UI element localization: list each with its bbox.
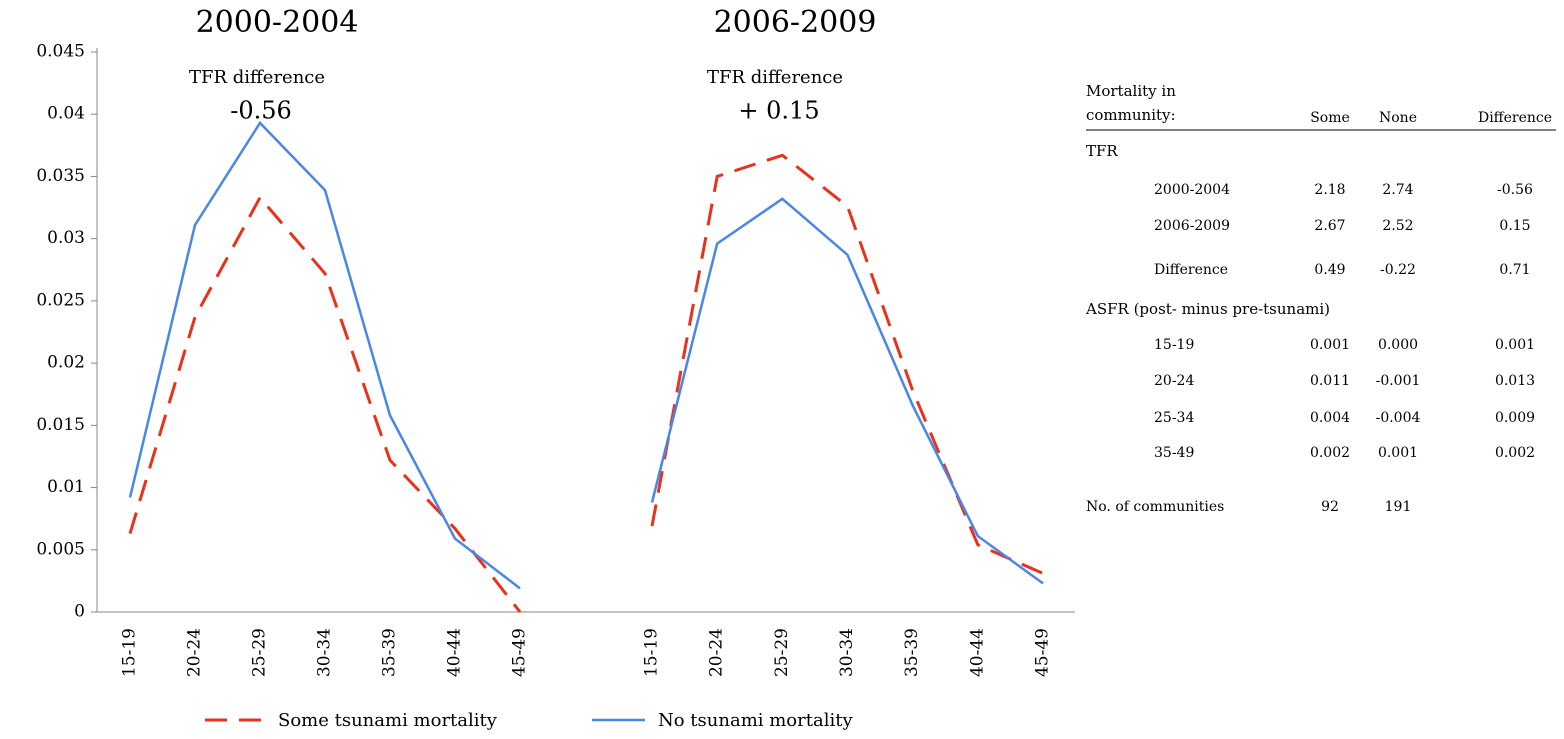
x-tick-label: 15-19 <box>642 628 662 677</box>
y-tick-label: 0.025 <box>36 290 85 310</box>
row-label: Difference <box>1154 262 1228 278</box>
table-header: Mortality in <box>1086 82 1176 100</box>
y-tick-label: 0.045 <box>36 42 85 62</box>
cell: 2.18 <box>1314 182 1345 198</box>
footer-label: No. of communities <box>1086 499 1224 515</box>
series-line <box>650 153 1044 575</box>
cell: -0.001 <box>1376 373 1421 389</box>
cell: -0.22 <box>1380 262 1416 278</box>
y-tick-label: 0.01 <box>47 477 85 497</box>
y-tick-label: 0.005 <box>36 539 85 559</box>
cell: 0.71 <box>1499 262 1530 278</box>
x-tick-label: 20-24 <box>707 628 727 677</box>
table-header: community: <box>1086 106 1176 124</box>
cell: 0.000 <box>1378 337 1418 353</box>
x-tick-label: 40-44 <box>967 628 987 677</box>
cell: 2.52 <box>1382 218 1413 234</box>
row-label: 20-24 <box>1154 373 1194 389</box>
section-title: TFR <box>1086 142 1118 160</box>
table-column: Difference <box>1478 110 1552 126</box>
x-tick-label: 35-39 <box>380 628 400 677</box>
cell: 0.011 <box>1310 373 1350 389</box>
cell: 0.15 <box>1499 218 1530 234</box>
cell: 0.001 <box>1378 445 1418 461</box>
cell: -0.004 <box>1376 410 1421 426</box>
series-line <box>650 197 1044 585</box>
table-column: Some <box>1310 110 1350 126</box>
x-tick-label: 30-34 <box>315 628 335 677</box>
series-line <box>128 120 521 590</box>
panel-title: 2000-2004 <box>196 5 359 40</box>
annotation-value: + 0.15 <box>738 97 819 125</box>
row-label: 2006-2009 <box>1154 218 1230 234</box>
cell: 2.67 <box>1314 218 1345 234</box>
row-label: 25-34 <box>1154 410 1194 426</box>
legend-label: Some tsunami mortality <box>278 710 498 731</box>
cell: 2.74 <box>1382 182 1413 198</box>
x-tick-label: 45-49 <box>510 628 530 677</box>
annotation: TFR difference <box>707 67 843 88</box>
row-label: 35-49 <box>1154 445 1194 461</box>
cell: -0.56 <box>1497 182 1533 198</box>
cell: 0.001 <box>1495 337 1535 353</box>
cell: 0.001 <box>1310 337 1350 353</box>
y-tick-label: 0.03 <box>47 228 85 248</box>
x-tick-label: 30-34 <box>837 628 857 677</box>
panel-title: 2006-2009 <box>714 5 877 40</box>
x-tick-label: 25-29 <box>250 628 270 677</box>
footer-cell: 191 <box>1385 499 1412 515</box>
annotation: TFR difference <box>189 67 325 88</box>
section-title: ASFR (post- minus pre-tsunami) <box>1085 300 1330 318</box>
y-tick-label: 0.015 <box>36 415 85 435</box>
row-label: 2000-2004 <box>1154 182 1230 198</box>
x-tick-label: 25-29 <box>772 628 792 677</box>
y-tick-label: 0.04 <box>47 104 85 124</box>
cell: 0.002 <box>1310 445 1350 461</box>
x-tick-label: 45-49 <box>1033 628 1053 677</box>
legend-label: No tsunami mortality <box>658 710 853 731</box>
cell: 0.009 <box>1495 410 1535 426</box>
x-tick-label: 20-24 <box>185 628 205 677</box>
row-label: 15-19 <box>1154 337 1194 353</box>
x-tick-label: 40-44 <box>445 628 465 677</box>
series-line <box>128 194 522 613</box>
y-tick-label: 0.02 <box>47 353 85 373</box>
y-tick-label: 0.035 <box>36 166 85 186</box>
cell: 0.004 <box>1310 410 1350 426</box>
x-tick-label: 35-39 <box>902 628 922 677</box>
cell: 0.49 <box>1314 262 1345 278</box>
annotation-value: -0.56 <box>230 97 292 125</box>
x-tick-label: 15-19 <box>120 628 140 677</box>
cell: 0.013 <box>1495 373 1535 389</box>
footer-cell: 92 <box>1321 499 1339 515</box>
cell: 0.002 <box>1495 445 1535 461</box>
table-column: None <box>1379 110 1417 126</box>
y-tick-label: 0 <box>74 602 85 622</box>
